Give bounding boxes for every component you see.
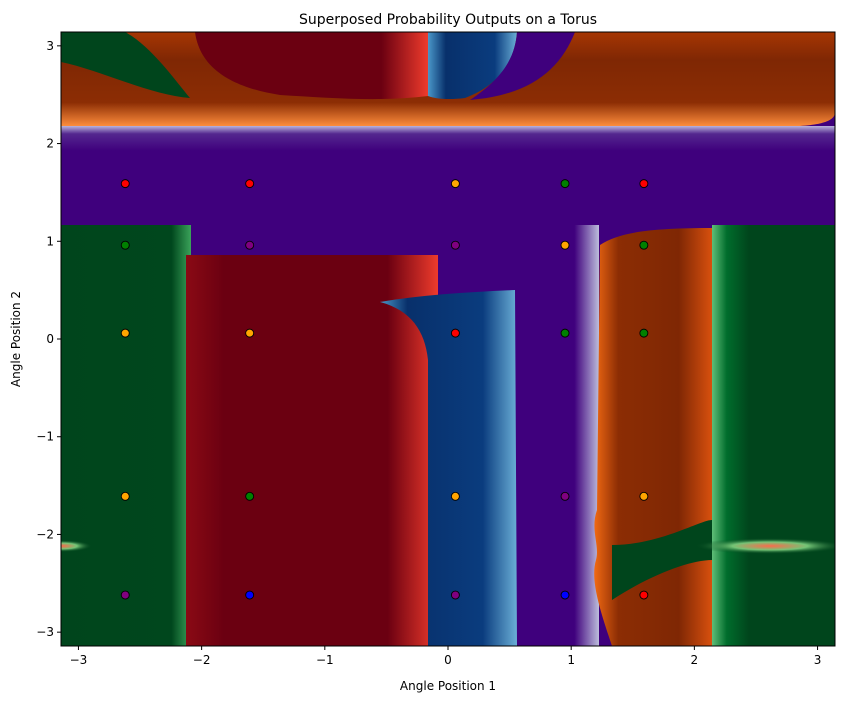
data-point-orange	[560, 240, 570, 250]
stripe-left	[61, 540, 92, 552]
purple-band-horizontal	[61, 126, 835, 225]
scatter-points	[120, 179, 649, 600]
green-corner-top	[61, 32, 190, 98]
y-tick-label: −1	[36, 430, 54, 444]
x-tick-label: −2	[193, 653, 211, 667]
y-tick-label: 2	[46, 137, 54, 151]
stripe-right	[695, 538, 835, 554]
y-tick-label: −3	[36, 625, 54, 639]
data-point-green	[639, 328, 649, 338]
x-axis-label: Angle Position 1	[400, 679, 496, 693]
data-point-orange	[450, 491, 460, 501]
data-point-red	[639, 590, 649, 600]
green-lobe-right	[612, 520, 712, 600]
data-point-green	[560, 179, 570, 189]
x-tick-label: −3	[70, 653, 88, 667]
data-point-green	[639, 240, 649, 250]
purple-region-top	[470, 32, 575, 100]
blue-region-center	[380, 290, 517, 646]
red-region-wedge	[186, 258, 438, 646]
y-axis-label: Angle Position 2	[9, 291, 23, 387]
data-point-orange	[450, 179, 460, 189]
green-region-right	[712, 225, 835, 646]
x-tick-label: −1	[316, 653, 334, 667]
y-tick-label: −2	[36, 527, 54, 541]
data-point-green	[245, 491, 255, 501]
x-tick-label: 3	[814, 653, 822, 667]
data-point-purple	[450, 240, 460, 250]
data-point-blue	[245, 590, 255, 600]
data-point-orange	[245, 328, 255, 338]
y-axis-ticks: −3 −2 −1 0 1 2 3	[36, 39, 61, 639]
data-point-green	[560, 328, 570, 338]
data-point-purple	[560, 491, 570, 501]
data-point-red	[450, 328, 460, 338]
data-point-orange	[120, 328, 130, 338]
data-point-red	[639, 179, 649, 189]
x-tick-label: 0	[444, 653, 452, 667]
plot-area	[61, 32, 835, 646]
y-tick-label: 3	[46, 39, 54, 53]
chart-title: Superposed Probability Outputs on a Toru…	[299, 12, 597, 28]
y-tick-label: 0	[46, 332, 54, 346]
data-point-purple	[450, 590, 460, 600]
data-point-red	[245, 179, 255, 189]
data-point-blue	[560, 590, 570, 600]
green-region-left	[61, 225, 191, 646]
data-point-purple	[120, 590, 130, 600]
red-region-top	[195, 32, 428, 100]
data-point-green	[120, 240, 130, 250]
data-point-orange	[120, 491, 130, 501]
x-axis-ticks: −3 −2 −1 0 1 2 3	[70, 646, 822, 667]
data-point-red	[120, 179, 130, 189]
blue-region-top	[428, 32, 517, 100]
data-point-orange	[639, 491, 649, 501]
purple-region-column	[517, 225, 599, 646]
x-tick-label: 1	[567, 653, 575, 667]
x-tick-label: 2	[691, 653, 699, 667]
y-tick-label: 1	[46, 234, 54, 248]
data-point-purple	[245, 240, 255, 250]
